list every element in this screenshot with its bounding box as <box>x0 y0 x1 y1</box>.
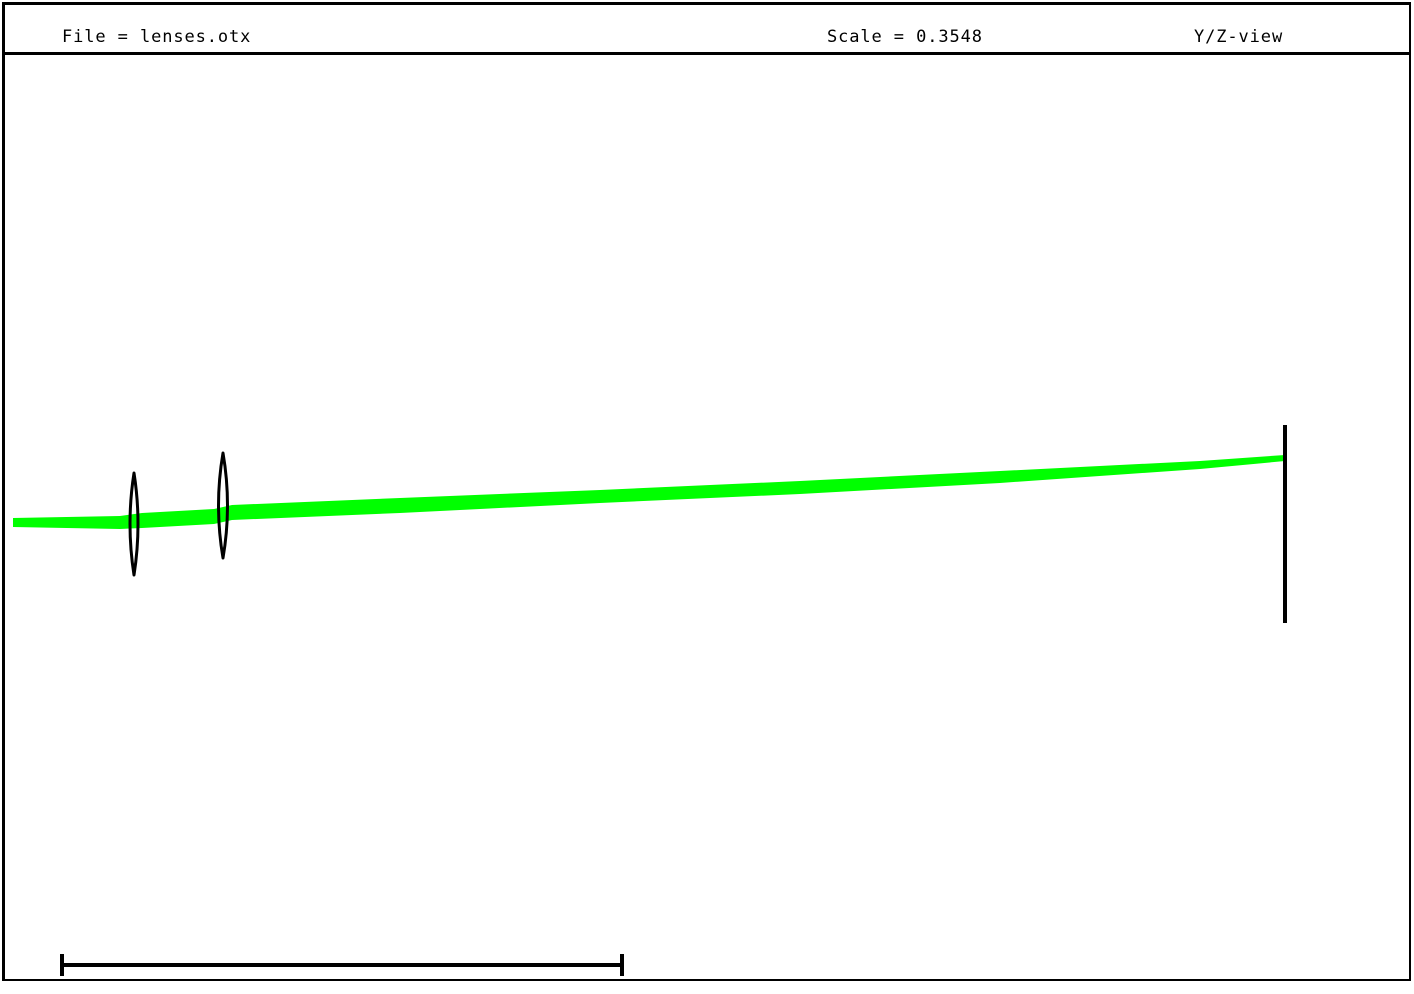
lens-element-2[interactable] <box>217 451 229 560</box>
scale-label: Scale = 0.3548 <box>827 27 983 47</box>
ray-bundle <box>13 455 1285 529</box>
file-label: File = lenses.otx <box>62 27 252 47</box>
view-orientation-label: Y/Z-view <box>1194 27 1284 47</box>
header-bar: File = lenses.otx Scale = 0.3548 Y/Z-vie… <box>5 5 1409 53</box>
optical-layout-drawing <box>13 425 1287 976</box>
lens-element-1[interactable] <box>128 471 140 577</box>
layout-canvas[interactable]: 281.8205 mm <box>5 55 1409 979</box>
header-divider <box>2 52 1411 55</box>
